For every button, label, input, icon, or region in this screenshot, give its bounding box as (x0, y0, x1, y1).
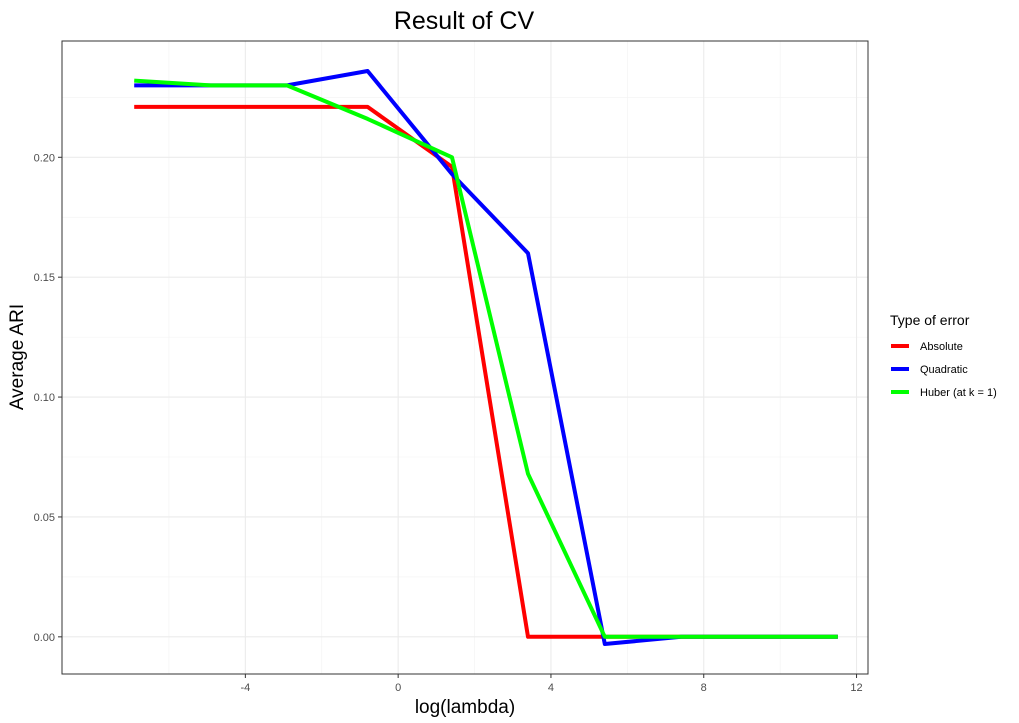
plot-border (61, 40, 869, 675)
y-axis: 0.00 0.05 0.10 0.15 0.20 (34, 152, 62, 644)
x-tick-label: 8 (701, 682, 707, 694)
plot-panel (62, 41, 868, 674)
series-lines (134, 69, 838, 646)
x-tick-label: 12 (850, 682, 862, 694)
y-tick-label: 0.05 (34, 512, 55, 524)
x-tick-label: 4 (548, 682, 554, 694)
grid-major (62, 41, 868, 674)
legend-title: Type of error (890, 312, 970, 328)
x-tick-label: 0 (395, 682, 401, 694)
legend: Type of error Absolute Quadratic Huber (at… (890, 312, 997, 399)
chart-title: Result of CV (394, 7, 535, 35)
y-tick-label: 0.20 (34, 152, 55, 164)
series-line-3 (134, 78, 838, 639)
x-axis: -4 0 4 8 12 (240, 674, 863, 694)
y-tick-label: 0.00 (34, 632, 55, 644)
y-tick-label: 0.15 (34, 272, 55, 284)
legend-label-2: Quadratic (920, 364, 968, 376)
x-axis-title: log(lambda) (415, 697, 515, 718)
y-tick-label: 0.10 (34, 392, 55, 404)
legend-label-1: Absolute (920, 341, 963, 353)
y-axis-title: Average ARI (7, 304, 28, 410)
x-tick-label: -4 (240, 682, 250, 694)
legend-label-3: Huber (at k = 1) (920, 387, 997, 399)
